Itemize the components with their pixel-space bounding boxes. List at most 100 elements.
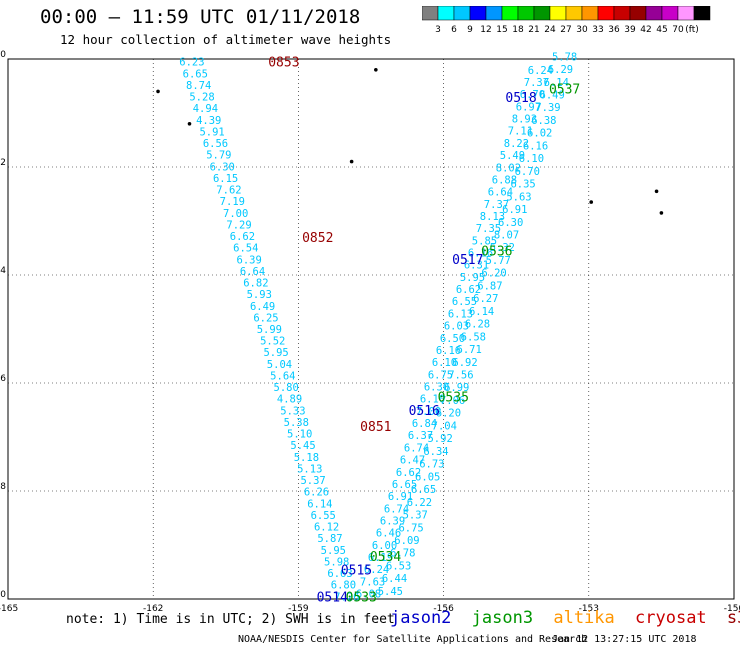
wave-height-point: 6.26 [304,487,329,499]
wave-height-point: 8.07 [494,230,519,242]
colorbar-label: 70 [672,25,684,34]
x-tick-label: -150 [724,604,740,614]
wave-height-point: 6.34 [423,446,448,458]
colorbar-label: 30 [576,25,588,34]
colorbar-unit: (ft) [685,25,699,34]
pass-time-label: 0517 [452,253,483,268]
pass-time-label: 0852 [302,231,333,246]
colorbar-label: 36 [608,25,620,34]
wave-height-point: 6.10 [420,394,445,406]
wave-height-point: 6.31 [464,260,489,272]
wave-height-point: 6.10 [519,153,544,165]
wave-height-point: 8.93 [512,114,537,126]
wave-height-point: 5.80 [274,382,299,394]
wave-height-point: 5.92 [427,433,452,445]
wave-height-point: 5.37 [300,475,325,487]
wave-height-point: 6.75 [428,369,453,381]
wave-height-point: 5.49 [500,150,525,162]
wave-height-point: 6.27 [473,293,498,305]
credit: NOAA/NESDIS Center for Satellite Applica… [238,634,588,645]
wave-height-point: 5.28 [189,92,214,104]
wave-height-point: 6.49 [250,301,275,313]
colorbar-label: 9 [467,25,473,34]
wave-height-point: 4.39 [196,115,221,127]
wave-height-point: 5.18 [294,452,319,464]
colorbar-label: 15 [496,25,507,34]
wave-height-point: 6.35 [510,179,535,191]
wave-height-point: 6.09 [394,535,419,547]
wave-height-point: 5.77 [486,255,511,267]
wave-height-point: 6.05 [415,471,440,483]
wave-height-point: 7.39 [535,102,560,114]
pass-time-label: 0533 [346,590,377,605]
wave-height-point: 6.53 [386,560,411,572]
pass-time-label: 0853 [268,56,299,71]
wave-height-point: 5.52 [260,336,285,348]
wave-height-point: 6.16 [523,140,548,152]
wave-height-point: 6.25 [253,312,278,324]
wave-height-point: 6.10 [432,357,457,369]
wave-height-point: 6.87 [477,280,502,292]
wave-height-point: 6.29 [548,64,573,76]
wave-height-point: 6.00 [372,540,397,552]
wave-height-point: 7.00 [416,406,441,418]
wave-height-point: 6.65 [411,484,436,496]
x-tick-label: -153 [579,604,599,614]
legend-cryosat: cryosat [635,608,707,628]
plot-frame [7,58,735,600]
wave-height-point: 6.14 [469,306,494,318]
wave-height-point: 6.03 [444,321,469,333]
wave-height-point: 8.02 [496,162,521,174]
colorbar-label: 42 [640,25,651,34]
wave-height-point: 5.85 [472,235,497,247]
wave-height-point: 5.93 [247,289,272,301]
wave-height-point: 6.78 [390,548,415,560]
wave-height-point: 7.26 [334,591,359,603]
pass-time-label: 0536 [481,245,512,260]
wave-height-point: 6.15 [213,173,238,185]
pass-time-label: 0516 [409,404,440,419]
colorbar-label: 6 [451,25,457,34]
wave-height-point: 7.62 [216,185,241,197]
wave-height-point: 6.84 [412,418,437,430]
colorbar-swatch [693,6,711,21]
colorbar-label: 33 [592,25,603,34]
wave-height-point: 6.64 [488,187,513,199]
wave-height-point: 6.30 [424,382,449,394]
wave-height-point: 5.37 [403,510,428,522]
colorbar: 3 6 9 12 15 18 21 24 27 30 33 36 39 42 45 70 (ft) [422,6,711,34]
wave-height-point: 6.37 [408,430,433,442]
wave-height-point: 6.80 [331,580,356,592]
wave-height-point: 5.95 [460,272,485,284]
x-tick-label: -156 [433,604,454,614]
timestamp: Jan 12 13:27:15 UTC 2018 [552,634,697,645]
wave-height-point: 5.64 [270,370,295,382]
wave-height-point: 8.13 [480,211,505,223]
colorbar-label: 27 [560,25,571,34]
wave-height-point: 6.92 [452,357,477,369]
colorbar-label: 3 [435,25,441,34]
wave-height-point: 7.35 [476,223,501,235]
wave-height-point: 6.58 [461,331,486,343]
x-tick-label: -159 [288,604,309,614]
wave-height-point: 6.14 [544,77,569,89]
footer-note: note: 1) Time is in UTC; 2) SWH is in fe… [66,612,395,627]
island-marker [654,189,659,194]
wave-height-point: 6.23 [179,57,204,69]
wave-height-point: 5.32 [490,242,515,254]
pass-time-label: 0534 [370,550,401,565]
page-subtitle: 12 hour collection of altimeter wave hei… [60,32,392,47]
wave-height-point: 4.94 [193,103,218,115]
page-title: 00:00 – 11:59 UTC 01/11/2018 [40,6,361,28]
pass-time-label: 0518 [505,91,536,106]
wave-height-point: 5.45 [290,440,315,452]
island-marker [589,200,594,204]
legend-altika: altika [553,608,615,628]
wave-height-point: 6.91 [502,204,527,216]
wave-height-point: 6.65 [183,68,208,80]
legend-jason2: jason2 [390,608,452,628]
island-marker [659,211,664,215]
wave-height-point: 6.71 [457,344,482,356]
wave-height-point: 6.63 [327,568,352,580]
